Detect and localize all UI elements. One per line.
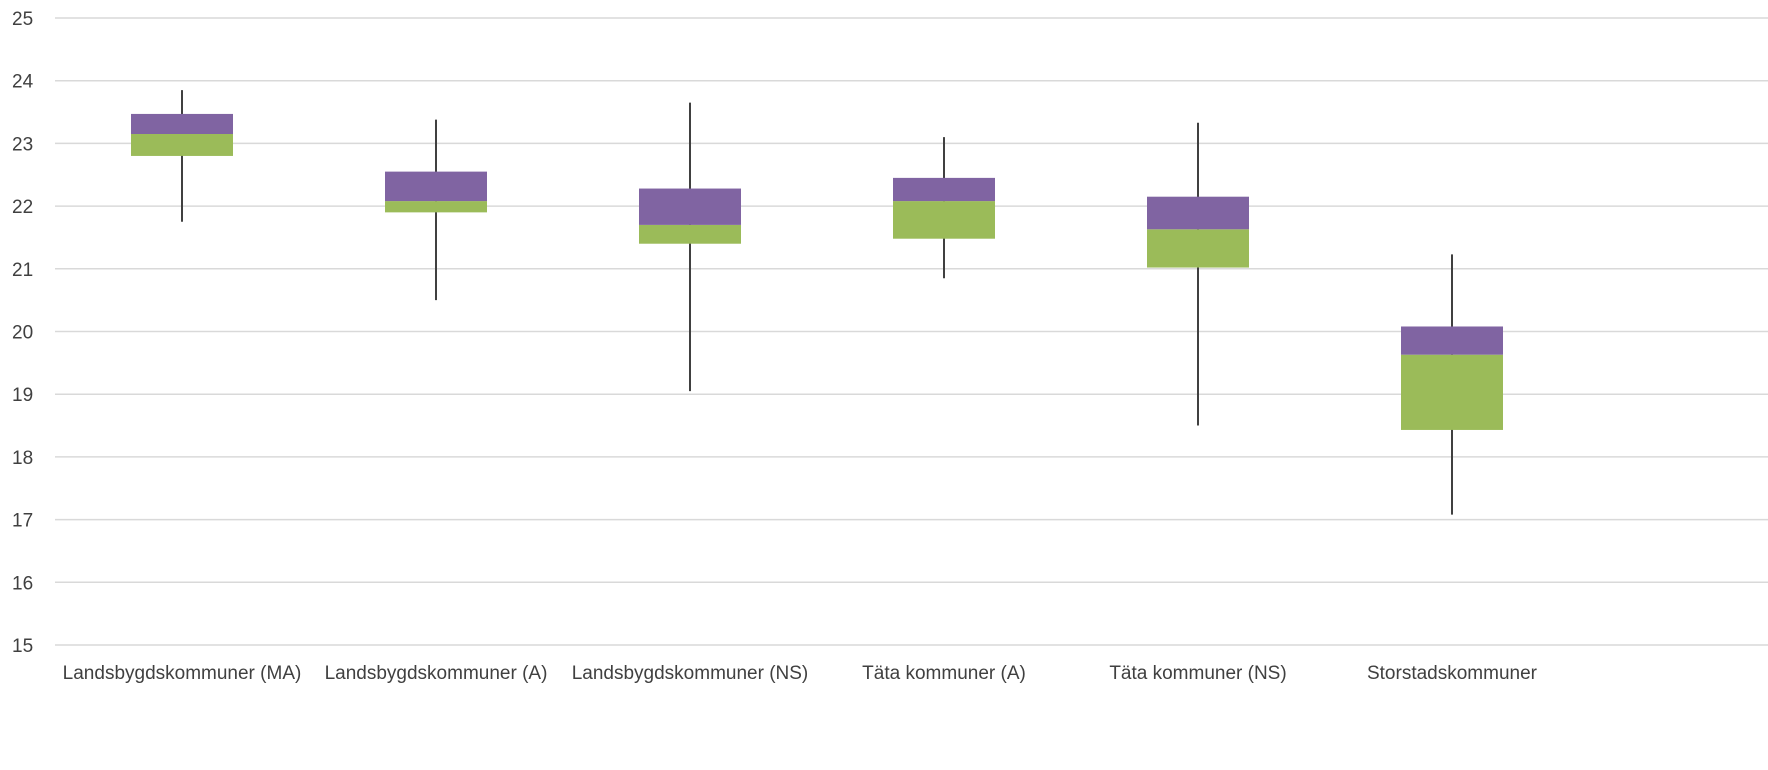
- y-tick-label: 25: [12, 9, 33, 30]
- y-tick-label: 20: [12, 323, 33, 344]
- y-axis-tick-labels: 15 16 17 18 19 20 21 22 23 24 25: [12, 9, 34, 657]
- y-tick-label: 22: [12, 197, 33, 218]
- y-tick-label: 15: [12, 636, 33, 657]
- box-upper-segment: [639, 188, 741, 225]
- box-lower-segment: [385, 201, 487, 213]
- box-lower-segment: [1147, 229, 1249, 268]
- whisker-layer: [181, 90, 1453, 515]
- box-upper-segment: [131, 113, 233, 134]
- y-tick-label: 21: [12, 260, 33, 281]
- box-upper-segment: [385, 171, 487, 202]
- y-tick-label: 24: [12, 72, 34, 93]
- box-lower-segment: [893, 201, 995, 239]
- y-tick-label: 19: [12, 385, 33, 406]
- category-label: Storstadskommuner: [1367, 663, 1538, 684]
- y-tick-label: 16: [12, 573, 33, 594]
- box-layer: [131, 113, 1503, 430]
- category-label: Täta kommuner (A): [862, 663, 1026, 684]
- box-lower-segment: [131, 133, 233, 156]
- x-axis-category-labels: Landsbygdskommuner (MA) Landsbygdskommune…: [63, 663, 1538, 684]
- y-tick-label: 23: [12, 134, 33, 155]
- category-label: Täta kommuner (NS): [1109, 663, 1286, 684]
- box-upper-segment: [1401, 326, 1503, 355]
- grid-layer: [55, 17, 1768, 646]
- box-lower-segment: [639, 224, 741, 244]
- box-lower-segment: [1401, 354, 1503, 430]
- y-tick-label: 18: [12, 448, 33, 469]
- box-upper-segment: [893, 177, 995, 202]
- category-label: Landsbygdskommuner (A): [325, 663, 548, 684]
- box-upper-segment: [1147, 196, 1249, 230]
- category-label: Landsbygdskommuner (NS): [572, 663, 809, 684]
- y-tick-label: 17: [12, 511, 33, 532]
- category-label: Landsbygdskommuner (MA): [63, 663, 302, 684]
